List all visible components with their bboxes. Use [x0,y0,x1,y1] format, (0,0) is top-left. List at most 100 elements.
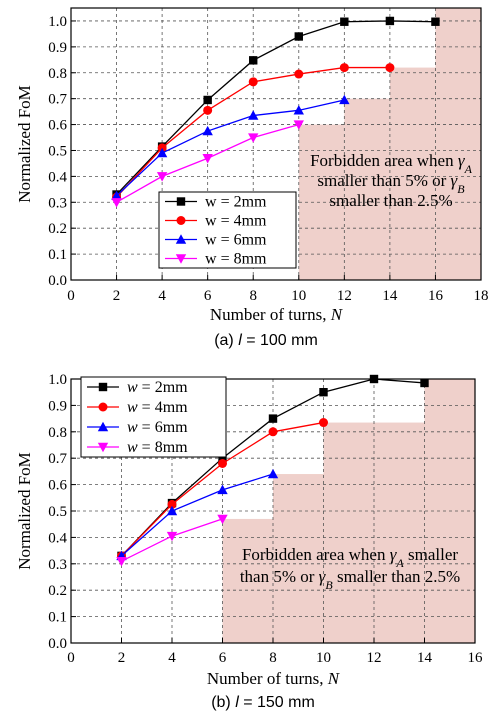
legend-label-rest: = 4mm [217,213,267,230]
y-tick-label: 0.5 [48,504,67,520]
x-axis-title-var: N [330,305,344,324]
y-tick-label: 0.6 [48,118,67,134]
annotation-segment: smaller than 5% or [317,171,450,190]
y-tick-label: 0.9 [48,40,67,56]
annotation-segment: B [325,578,333,592]
data-point [339,94,350,105]
x-tick-label: 8 [249,288,257,304]
legend-label-rest: = 6mm [217,232,267,249]
legend-label: w = 4mm [205,213,267,230]
legend-label-var: w [205,251,217,268]
legend-marker [175,254,187,264]
y-tick-label: 0.9 [48,398,67,414]
y-tick-label: 1.0 [48,372,67,388]
legend-label-rest: = 2mm [138,379,188,396]
data-point [248,77,258,87]
y-tick-label: 0.0 [48,636,67,652]
caption-prefix: (a) [214,332,238,349]
y-tick-label: 0.2 [48,221,67,237]
y-tick-label: 0.7 [48,451,67,467]
annotation-segment: γ [319,567,327,586]
data-point [203,105,213,115]
annotation-line: Forbidden area when γA [310,151,472,176]
data-point [217,514,228,525]
caption-suffix: = 150 mm [239,694,315,711]
y-tick-label: 0.5 [48,143,67,159]
chart-caption: (b) l = 150 mm [211,694,315,711]
x-tick-label: 2 [113,288,121,304]
y-tick-label: 0.8 [48,66,67,82]
annotation-line: smaller than 2.5% [329,191,452,210]
data-point [203,95,212,105]
forbidden-region-step [389,67,436,280]
x-tick-label: 0 [67,288,75,304]
legend-marker [97,421,109,432]
legend-label-rest: = 8mm [217,251,267,268]
data-point [420,378,429,388]
data-point [431,17,440,26]
data-point [293,105,304,115]
y-tick-label: 0.4 [48,530,67,546]
legend-label: w = 6mm [127,419,188,436]
legend-marker [175,234,187,244]
x-tick-label: 16 [428,288,444,304]
annotation-segment: smaller than 2.5% [329,191,452,210]
legend-label: w = 4mm [127,399,188,416]
y-tick-label: 0.4 [48,169,67,185]
annotation-line: smaller than 5% or γB [317,171,465,196]
data-point [267,468,279,479]
legend-label-rest: = 4mm [138,399,188,416]
chart-caption: (a) l = 100 mm [214,332,318,349]
annotation-segment: smaller [404,545,459,564]
annotation-segment: A [395,556,404,570]
y-tick-label: 0.0 [48,273,67,289]
annotation-line: than 5% or γB smaller than 2.5% [240,567,460,592]
y-tick-label: 0.6 [48,478,67,494]
x-tick-label: 2 [118,650,126,666]
data-point [166,505,178,516]
data-point [385,63,395,73]
legend-marker [97,442,109,453]
data-point [202,154,213,164]
x-tick-label: 12 [367,650,382,666]
y-tick-label: 0.3 [48,557,67,573]
annotation-segment: γ [390,545,398,564]
data-point [385,16,395,26]
forbidden-region-step [222,518,273,643]
y-tick-label: 0.2 [48,583,67,599]
data-point [111,198,122,208]
legend-label-rest: = 8mm [138,439,188,456]
legend-label-var: w [127,419,138,436]
x-tick-label: 0 [67,650,75,666]
annotation-segment: Forbidden area when [310,151,458,170]
data-point [218,454,227,463]
x-axis-title-var: N [327,669,341,688]
data-point [218,458,227,468]
legend-label: w = 2mm [127,379,188,396]
caption-var: l [235,694,239,711]
annotation-segment: γ [451,171,459,190]
legend-label-var: w [127,399,138,416]
legend-marker [176,197,186,206]
series-line [121,473,274,557]
data-point [268,414,278,423]
chart-b: 0 2 4 6 8 10 12 14 16 0.0 0.1 0.2 0.3 0.4 0.5 0.6 0.7 0.8… [15,372,483,711]
y-tick-label: 1.0 [48,14,67,30]
data-point [319,418,328,428]
x-axis-title: Number of turns, N [207,669,341,688]
x-axis-title-text: Number of turns, [210,305,331,324]
data-point [248,110,259,120]
data-point [166,531,178,542]
data-point [167,499,177,509]
x-tick-label: 18 [474,288,489,304]
caption-var: l [238,332,242,349]
data-point [293,120,304,130]
data-point [340,17,349,26]
annotation-segment: smaller than 2.5% [333,567,460,586]
x-tick-label: 8 [269,650,277,666]
legend-label-rest: = 6mm [138,419,188,436]
data-point [217,484,228,495]
forbidden-region-step [435,8,481,280]
y-tick-label: 0.8 [48,425,67,441]
